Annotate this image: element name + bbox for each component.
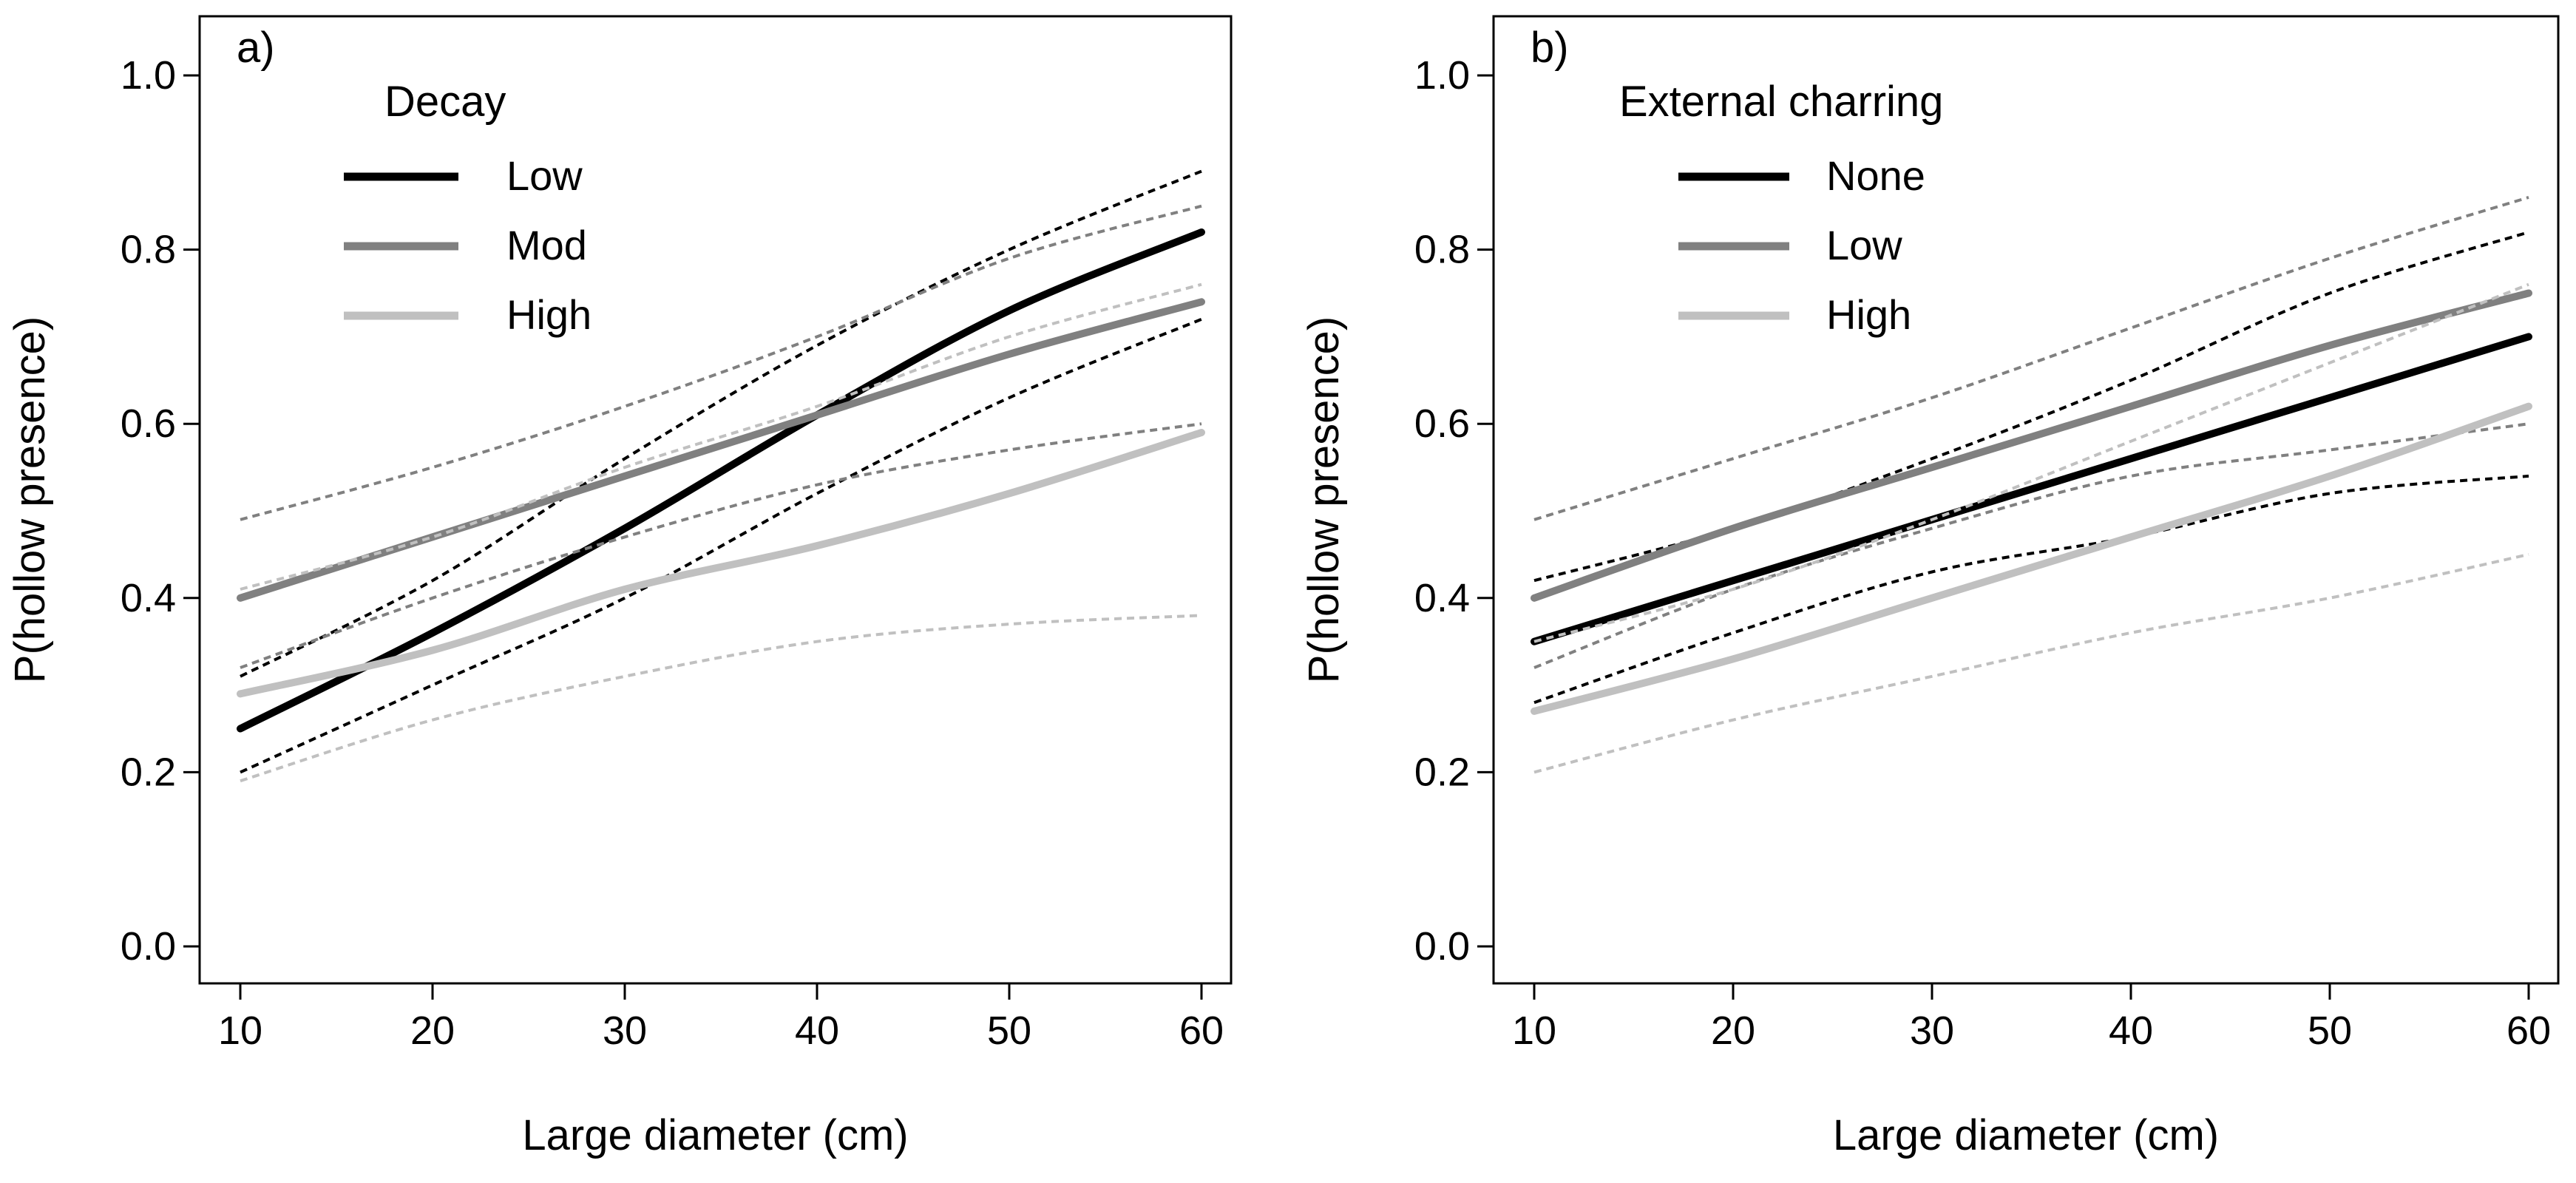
y-tick-label: 0.0: [1414, 924, 1470, 969]
chart-panel-a: 10 20 30 40 50 60 0.0 0.2 0.4 0.6 0.8 1.0 Large diam…: [6, 15, 1233, 1159]
x-tick-label: 50: [2308, 1009, 2352, 1053]
y-tick-label: 0.2: [1414, 750, 1470, 794]
ci-upper-line: [240, 204, 1202, 521]
plot-frame: [198, 15, 1233, 985]
ci-upper-line: [1533, 195, 2529, 521]
ci-lower-line: [240, 422, 1202, 669]
series-low: [1531, 195, 2532, 669]
x-tick-label: 30: [1910, 1009, 1954, 1053]
legend-entry-label: Low: [1826, 222, 1902, 268]
legend: External charring None Low High: [1619, 78, 1943, 338]
fit-line: [237, 298, 1205, 602]
ci-upper-line: [1533, 282, 2529, 643]
x-tick-label: 20: [410, 1009, 455, 1053]
x-tick-label: 40: [795, 1009, 839, 1053]
y-tick-label: 0.4: [1414, 576, 1470, 620]
legend-entry-label: Mod: [506, 222, 587, 268]
ci-lower-line: [240, 614, 1202, 783]
fit-line: [1531, 289, 2532, 602]
y-axis-title: P(hollow presence): [1300, 316, 1348, 683]
y-tick-label: 1.0: [121, 53, 176, 98]
x-tick-label: 60: [2506, 1009, 2551, 1053]
series-high: [1531, 282, 2532, 774]
x-tick-label: 20: [1711, 1009, 1755, 1053]
ci-upper-line: [1533, 231, 2529, 583]
x-tick-label: 30: [603, 1009, 647, 1053]
plot-frame: [1492, 15, 2560, 985]
x-tick-label: 60: [1179, 1009, 1224, 1053]
x-axis-title: Large diameter (cm): [1833, 1111, 2219, 1159]
ci-lower-line: [1533, 474, 2529, 705]
y-tick-label: 0.4: [121, 576, 176, 620]
legend-entry-label: High: [506, 291, 592, 338]
y-tick-label: 0.0: [121, 924, 176, 969]
fit-line: [1531, 402, 2532, 715]
fit-line: [237, 429, 1205, 698]
legend-entry-label: High: [1826, 291, 1911, 338]
y-tick-label: 0.6: [121, 401, 176, 446]
y-axis-title: P(hollow presence): [6, 316, 54, 683]
y-tick-label: 0.2: [121, 750, 176, 794]
ci-upper-line: [240, 169, 1202, 678]
ci-lower-line: [240, 317, 1202, 774]
y-tick-label: 1.0: [1414, 53, 1470, 98]
x-tick-label: 40: [2109, 1009, 2153, 1053]
panel-label: a): [237, 24, 275, 72]
fit-line: [237, 228, 1205, 733]
ci-lower-line: [1533, 552, 2529, 774]
panel-label: b): [1531, 24, 1569, 72]
x-tick-label: 50: [987, 1009, 1031, 1053]
series-mod: [237, 204, 1205, 669]
x-tick-label: 10: [1512, 1009, 1556, 1053]
ci-lower-line: [1533, 422, 2529, 669]
series-none: [1531, 231, 2532, 705]
ci-upper-line: [240, 282, 1202, 591]
chart-panel-b: 10 20 30 40 50 60 0.0 0.2 0.4 0.6 0.8 1.0 Large diam…: [1300, 15, 2560, 1159]
x-axis-title: Large diameter (cm): [522, 1111, 908, 1159]
legend-title: External charring: [1619, 78, 1943, 126]
y-tick-label: 0.8: [1414, 228, 1470, 272]
legend-title: Decay: [384, 78, 506, 126]
legend-entry-label: None: [1826, 152, 1925, 199]
fit-line: [1531, 333, 2532, 645]
y-tick-label: 0.8: [121, 228, 176, 272]
series-low: [237, 169, 1205, 774]
series-high: [237, 282, 1205, 783]
y-tick-label: 0.6: [1414, 401, 1470, 446]
legend-entry-label: Low: [506, 152, 583, 199]
x-tick-label: 10: [218, 1009, 262, 1053]
